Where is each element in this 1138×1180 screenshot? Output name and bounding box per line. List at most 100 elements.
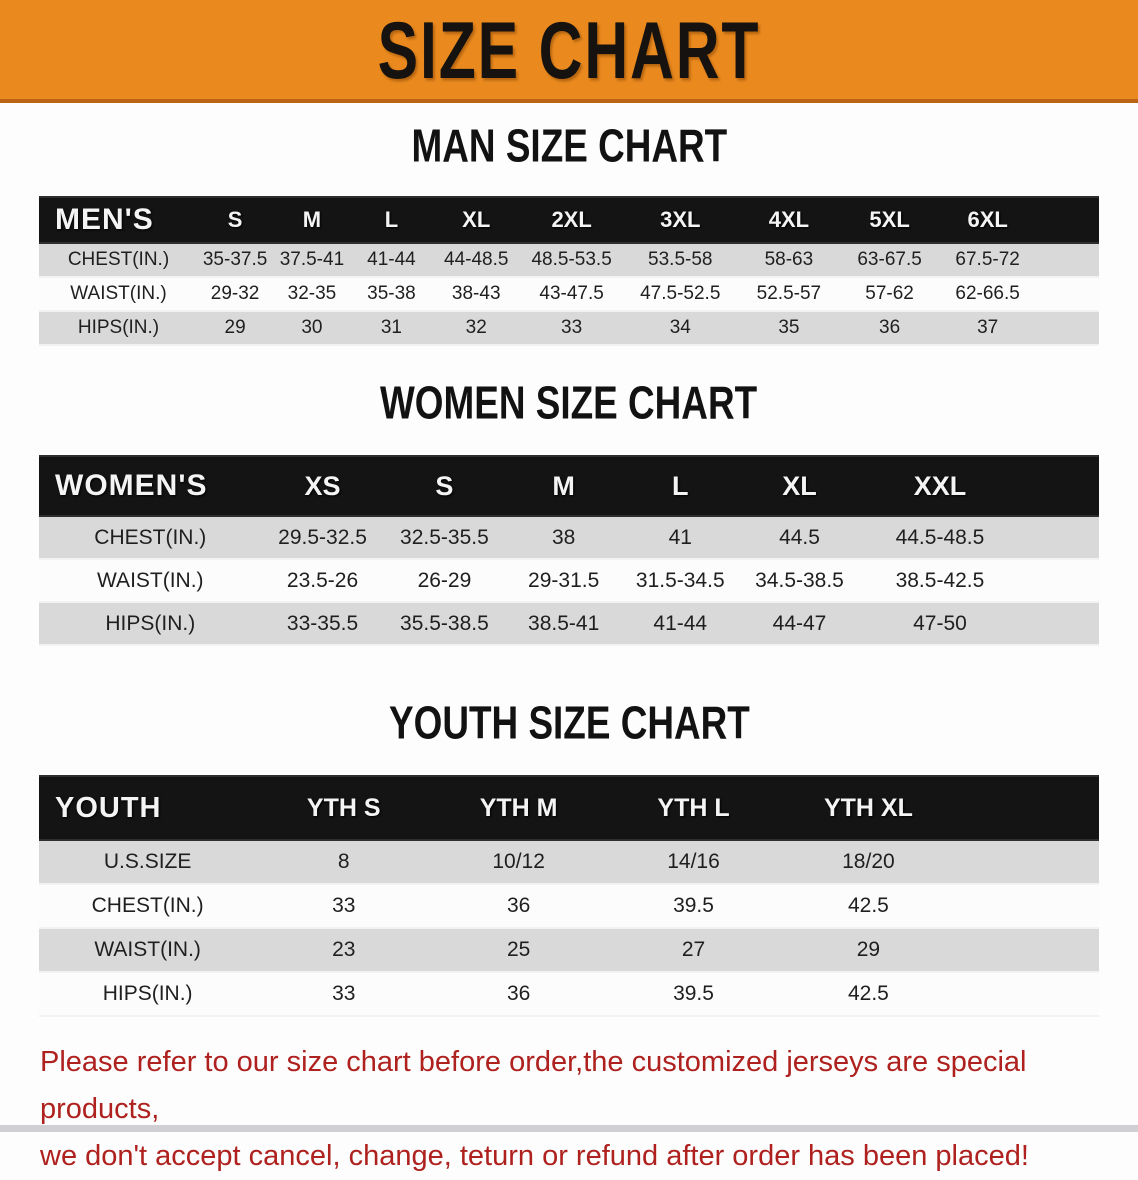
women-value-cell: 26-29 bbox=[417, 568, 472, 592]
men-table-row: HIPS(IN.) 29 30 31 32 33 34 35 36 37 bbox=[39, 311, 1099, 345]
youth-value-cell: 14/16 bbox=[667, 850, 720, 873]
youth-row-label: HIPS(IN.) bbox=[102, 982, 193, 1005]
youth-value-cell: 18/20 bbox=[842, 850, 895, 873]
bottom-divider bbox=[0, 1125, 1138, 1132]
women-corner-label: WOMEN'S bbox=[39, 455, 262, 517]
order-policy-note-line2: we don't accept cancel, change, teturn o… bbox=[40, 1140, 1029, 1172]
men-table-row: WAIST(IN.) 29-32 32-35 35-38 38-43 43-47.5 47.… bbox=[39, 277, 1099, 311]
women-row-label: CHEST(IN.) bbox=[94, 525, 207, 549]
men-size-column-header: S bbox=[198, 196, 273, 244]
men-value-cell: 29 bbox=[224, 317, 246, 338]
youth-value-cell: 8 bbox=[337, 850, 350, 873]
men-value-cell: 62-66.5 bbox=[955, 283, 1020, 304]
women-value-cell: 44.5 bbox=[779, 525, 820, 549]
youth-corner-label: YOUTH bbox=[39, 775, 257, 841]
women-value-cell: 35.5-38.5 bbox=[400, 611, 489, 635]
men-value-cell: 29-32 bbox=[210, 283, 260, 304]
youth-value-cell: 36 bbox=[506, 894, 531, 917]
men-row-label: CHEST(IN.) bbox=[67, 249, 170, 270]
men-row-label: WAIST(IN.) bbox=[70, 283, 167, 304]
spacer-cell bbox=[956, 840, 1099, 884]
women-size-column-header: XS bbox=[261, 455, 384, 517]
men-value-cell: 35-38 bbox=[367, 283, 416, 304]
youth-table-row: CHEST(IN.) 33 36 39.5 42.5 bbox=[39, 884, 1099, 928]
men-value-cell: 32-35 bbox=[287, 283, 337, 304]
men-value-cell: 35 bbox=[778, 317, 800, 338]
spacer-cell bbox=[1035, 311, 1099, 345]
women-value-cell: 31.5-34.5 bbox=[635, 568, 725, 592]
youth-size-table: YOUTH YTH S YTH M YTH L YTH XL U.S.SIZE 8 10/12… bbox=[39, 775, 1099, 1017]
men-value-cell: 52.5-57 bbox=[756, 283, 822, 304]
men-value-cell: 44-48.5 bbox=[444, 249, 509, 270]
youth-size-column-header: YTH S bbox=[256, 775, 432, 841]
women-value-cell: 33-35.5 bbox=[286, 611, 359, 635]
women-value-cell: 41-44 bbox=[653, 611, 708, 635]
men-size-column-header: 4XL bbox=[738, 196, 840, 244]
spacer-cell bbox=[1019, 559, 1099, 602]
youth-table-row: U.S.SIZE 8 10/12 14/16 18/20 bbox=[39, 840, 1099, 884]
youth-value-cell: 39.5 bbox=[673, 982, 714, 1005]
women-size-column-header: M bbox=[505, 455, 622, 517]
youth-size-column-header: YTH L bbox=[606, 775, 781, 841]
youth-value-cell: 33 bbox=[332, 894, 356, 917]
women-section-heading-text: WOMEN SIZE CHART bbox=[380, 377, 758, 429]
women-value-cell: 29.5-32.5 bbox=[278, 525, 367, 549]
youth-value-cell: 27 bbox=[681, 938, 706, 961]
youth-row-label: WAIST(IN.) bbox=[94, 938, 201, 961]
youth-size-column-header: YTH XL bbox=[780, 775, 956, 841]
youth-value-cell: 23 bbox=[332, 938, 356, 961]
youth-row-label: CHEST(IN.) bbox=[91, 894, 204, 917]
youth-value-cell: 39.5 bbox=[673, 894, 714, 917]
youth-value-cell: 25 bbox=[506, 938, 531, 961]
youth-section-heading-text: YOUTH SIZE CHART bbox=[388, 697, 750, 749]
size-chart-banner: SIZE CHART bbox=[0, 0, 1138, 103]
men-value-cell: 37.5-41 bbox=[279, 249, 345, 270]
women-value-cell: 29-31.5 bbox=[528, 568, 600, 592]
men-value-cell: 58-63 bbox=[764, 249, 814, 270]
youth-section-heading: YOUTH SIZE CHART bbox=[0, 697, 1138, 752]
youth-table-row: HIPS(IN.) 33 36 39.5 42.5 bbox=[39, 972, 1099, 1016]
men-value-cell: 41-44 bbox=[367, 249, 416, 270]
men-size-column-header: M bbox=[272, 196, 352, 244]
women-value-cell: 44.5-48.5 bbox=[895, 525, 985, 549]
men-value-cell: 35-37.5 bbox=[202, 249, 268, 270]
women-value-cell: 41 bbox=[668, 525, 692, 549]
men-table-row: CHEST(IN.) 35-37.5 37.5-41 41-44 44-48.5 48.5… bbox=[39, 243, 1099, 277]
women-value-cell: 34.5-38.5 bbox=[755, 568, 844, 592]
women-section-heading: WOMEN SIZE CHART bbox=[0, 377, 1138, 432]
men-row-label: HIPS(IN.) bbox=[77, 317, 160, 338]
women-size-column-header: XL bbox=[738, 455, 861, 517]
spacer-cell bbox=[1019, 602, 1099, 645]
men-size-column-header: L bbox=[351, 196, 432, 244]
men-value-cell: 30 bbox=[301, 317, 323, 338]
women-table-row: CHEST(IN.) 29.5-32.5 32.5-35.5 38 41 44.5 44.5… bbox=[39, 516, 1099, 559]
men-size-column-header: 2XL bbox=[521, 196, 622, 244]
women-value-cell: 38 bbox=[551, 525, 576, 549]
men-value-cell: 32 bbox=[465, 317, 487, 338]
men-value-cell: 47.5-52.5 bbox=[640, 283, 721, 304]
men-value-cell: 31 bbox=[380, 317, 402, 338]
women-row-label: WAIST(IN.) bbox=[97, 568, 204, 592]
spacer-cell bbox=[956, 928, 1099, 972]
men-size-table: MEN'S S M L XL 2XL 3XL 4XL 5XL 6XL CHEST(IN.) 35-37… bbox=[39, 196, 1099, 346]
men-value-cell: 53.5-58 bbox=[648, 249, 713, 270]
men-section-heading-text: MAN SIZE CHART bbox=[411, 120, 727, 172]
youth-table-row: WAIST(IN.) 23 25 27 29 bbox=[39, 928, 1099, 972]
women-table-row: HIPS(IN.) 33-35.5 35.5-38.5 38.5-41 41-44 44-… bbox=[39, 602, 1099, 645]
women-value-cell: 44-47 bbox=[772, 611, 827, 635]
women-value-cell: 32.5-35.5 bbox=[400, 525, 489, 549]
spacer-cell bbox=[1035, 243, 1099, 277]
men-value-cell: 48.5-53.5 bbox=[531, 249, 612, 270]
women-value-cell: 38.5-41 bbox=[528, 611, 600, 635]
women-size-column-header: S bbox=[383, 455, 506, 517]
women-size-table: WOMEN'S XS S M L XL XXL CHEST(IN.) 29.5-32.5 32.5… bbox=[39, 455, 1099, 646]
spacer-cell bbox=[955, 775, 1099, 841]
youth-value-cell: 42.5 bbox=[847, 982, 889, 1005]
women-row-label: HIPS(IN.) bbox=[105, 611, 196, 635]
youth-value-cell: 10/12 bbox=[492, 850, 545, 873]
men-section-heading: MAN SIZE CHART bbox=[0, 120, 1138, 175]
men-value-cell: 43-47.5 bbox=[539, 283, 604, 304]
men-value-cell: 38-43 bbox=[451, 283, 501, 304]
banner-title: SIZE CHART bbox=[377, 4, 761, 95]
youth-value-cell: 36 bbox=[506, 982, 531, 1005]
